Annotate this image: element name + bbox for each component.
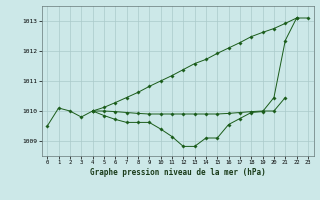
X-axis label: Graphe pression niveau de la mer (hPa): Graphe pression niveau de la mer (hPa) (90, 168, 266, 177)
